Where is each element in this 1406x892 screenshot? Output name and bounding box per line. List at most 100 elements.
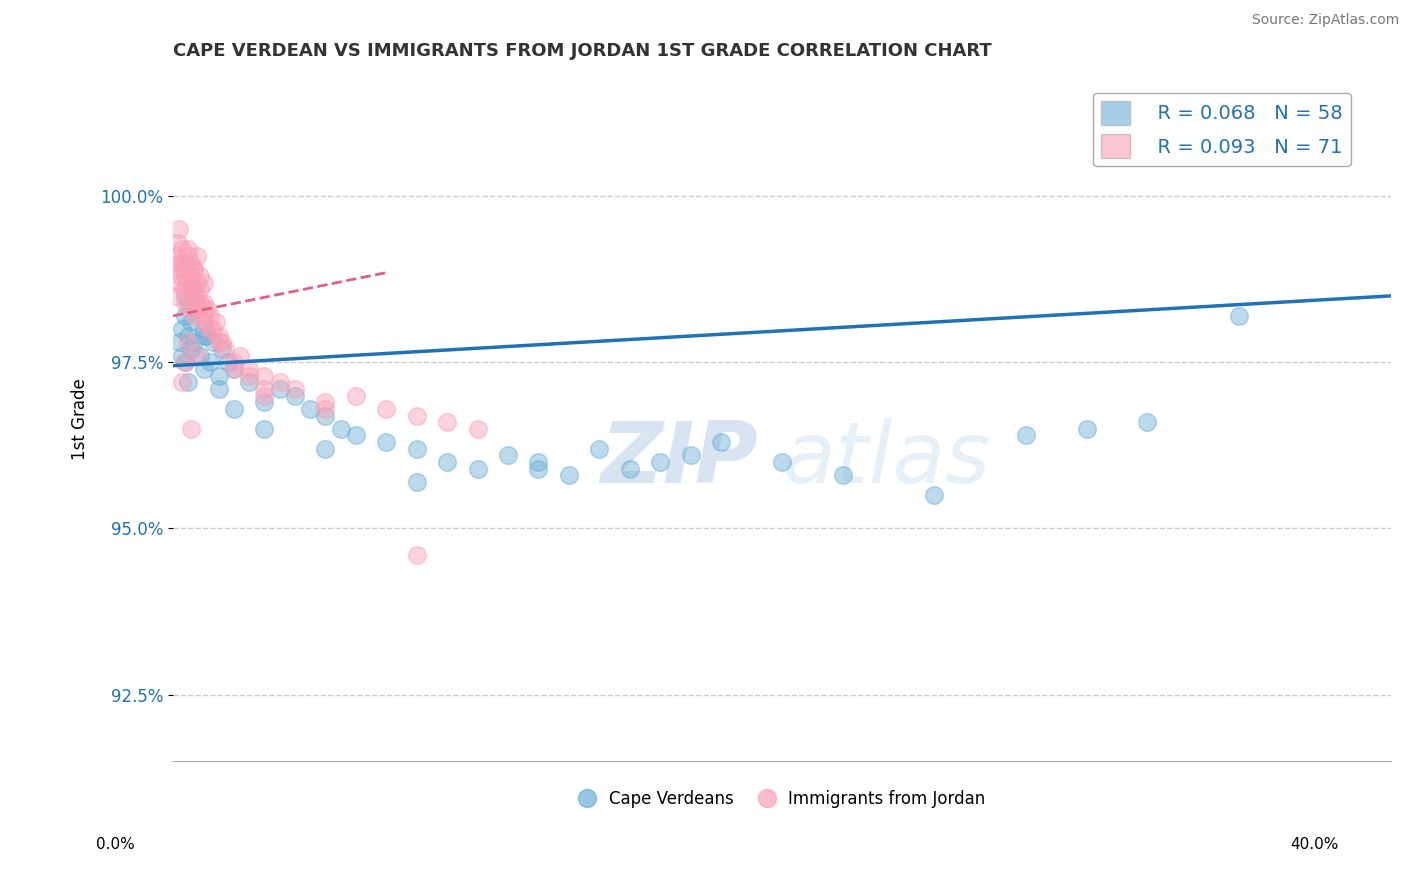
Point bbox=[405, 548, 427, 562]
Point bbox=[208, 382, 231, 396]
Text: 40.0%: 40.0% bbox=[1291, 838, 1339, 852]
Point bbox=[183, 295, 205, 310]
Point bbox=[172, 255, 194, 269]
Point bbox=[190, 295, 212, 310]
Point bbox=[193, 276, 215, 290]
Point bbox=[344, 428, 367, 442]
Point bbox=[467, 461, 489, 475]
Point bbox=[184, 309, 207, 323]
Point bbox=[177, 335, 200, 350]
Point bbox=[172, 322, 194, 336]
Point bbox=[201, 322, 224, 336]
Point bbox=[166, 235, 188, 250]
Point bbox=[183, 335, 205, 350]
Point bbox=[183, 262, 205, 277]
Point bbox=[180, 316, 202, 330]
Point bbox=[174, 255, 197, 269]
Point bbox=[527, 461, 550, 475]
Point bbox=[177, 376, 200, 390]
Point bbox=[174, 355, 197, 369]
Point bbox=[195, 328, 218, 343]
Point bbox=[238, 362, 260, 376]
Point bbox=[222, 355, 245, 369]
Point bbox=[179, 302, 201, 317]
Point bbox=[193, 316, 215, 330]
Point bbox=[253, 395, 276, 409]
Point bbox=[1014, 428, 1036, 442]
Point bbox=[253, 422, 276, 436]
Point bbox=[375, 435, 398, 450]
Point bbox=[329, 422, 352, 436]
Point bbox=[193, 302, 215, 317]
Point bbox=[193, 295, 215, 310]
Point bbox=[832, 468, 855, 483]
Point bbox=[177, 328, 200, 343]
Text: Source: ZipAtlas.com: Source: ZipAtlas.com bbox=[1251, 13, 1399, 28]
Point bbox=[314, 395, 336, 409]
Text: ZIP: ZIP bbox=[600, 418, 758, 501]
Point bbox=[299, 401, 322, 416]
Legend: Cape Verdeans, Immigrants from Jordan: Cape Verdeans, Immigrants from Jordan bbox=[572, 783, 993, 814]
Point bbox=[186, 349, 208, 363]
Point bbox=[170, 268, 193, 283]
Point bbox=[174, 268, 197, 283]
Point bbox=[174, 355, 197, 369]
Point bbox=[190, 349, 212, 363]
Point bbox=[314, 401, 336, 416]
Point bbox=[173, 282, 195, 296]
Point bbox=[172, 349, 194, 363]
Point bbox=[269, 382, 291, 396]
Point bbox=[177, 249, 200, 263]
Point bbox=[193, 328, 215, 343]
Point bbox=[284, 388, 307, 402]
Point bbox=[190, 268, 212, 283]
Point bbox=[198, 355, 221, 369]
Point bbox=[238, 368, 260, 383]
Point bbox=[208, 368, 231, 383]
Point bbox=[770, 455, 793, 469]
Point bbox=[214, 342, 236, 356]
Point bbox=[1227, 309, 1250, 323]
Point bbox=[186, 289, 208, 303]
Point bbox=[165, 249, 187, 263]
Point bbox=[1076, 422, 1098, 436]
Point bbox=[186, 276, 208, 290]
Point bbox=[186, 249, 208, 263]
Point bbox=[193, 322, 215, 336]
Point bbox=[922, 488, 945, 502]
Point bbox=[174, 289, 197, 303]
Point bbox=[180, 282, 202, 296]
Point bbox=[186, 302, 208, 317]
Point bbox=[167, 222, 190, 236]
Point bbox=[253, 382, 276, 396]
Point bbox=[467, 422, 489, 436]
Text: CAPE VERDEAN VS IMMIGRANTS FROM JORDAN 1ST GRADE CORRELATION CHART: CAPE VERDEAN VS IMMIGRANTS FROM JORDAN 1… bbox=[173, 42, 991, 60]
Point bbox=[174, 295, 197, 310]
Point bbox=[176, 276, 198, 290]
Point bbox=[180, 342, 202, 356]
Point bbox=[229, 349, 252, 363]
Point bbox=[217, 355, 239, 369]
Point bbox=[167, 255, 190, 269]
Point bbox=[183, 262, 205, 277]
Point bbox=[344, 388, 367, 402]
Point bbox=[172, 262, 194, 277]
Point bbox=[172, 243, 194, 257]
Point bbox=[1136, 415, 1159, 429]
Text: atlas: atlas bbox=[782, 418, 990, 501]
Point bbox=[253, 368, 276, 383]
Point bbox=[167, 335, 190, 350]
Point bbox=[588, 442, 610, 456]
Point bbox=[375, 401, 398, 416]
Point bbox=[180, 255, 202, 269]
Point bbox=[190, 282, 212, 296]
Point bbox=[180, 268, 202, 283]
Point bbox=[193, 309, 215, 323]
Point bbox=[198, 322, 221, 336]
Point bbox=[188, 302, 211, 317]
Point bbox=[195, 302, 218, 317]
Point bbox=[405, 475, 427, 489]
Point bbox=[222, 362, 245, 376]
Point bbox=[172, 376, 194, 390]
Point bbox=[405, 409, 427, 423]
